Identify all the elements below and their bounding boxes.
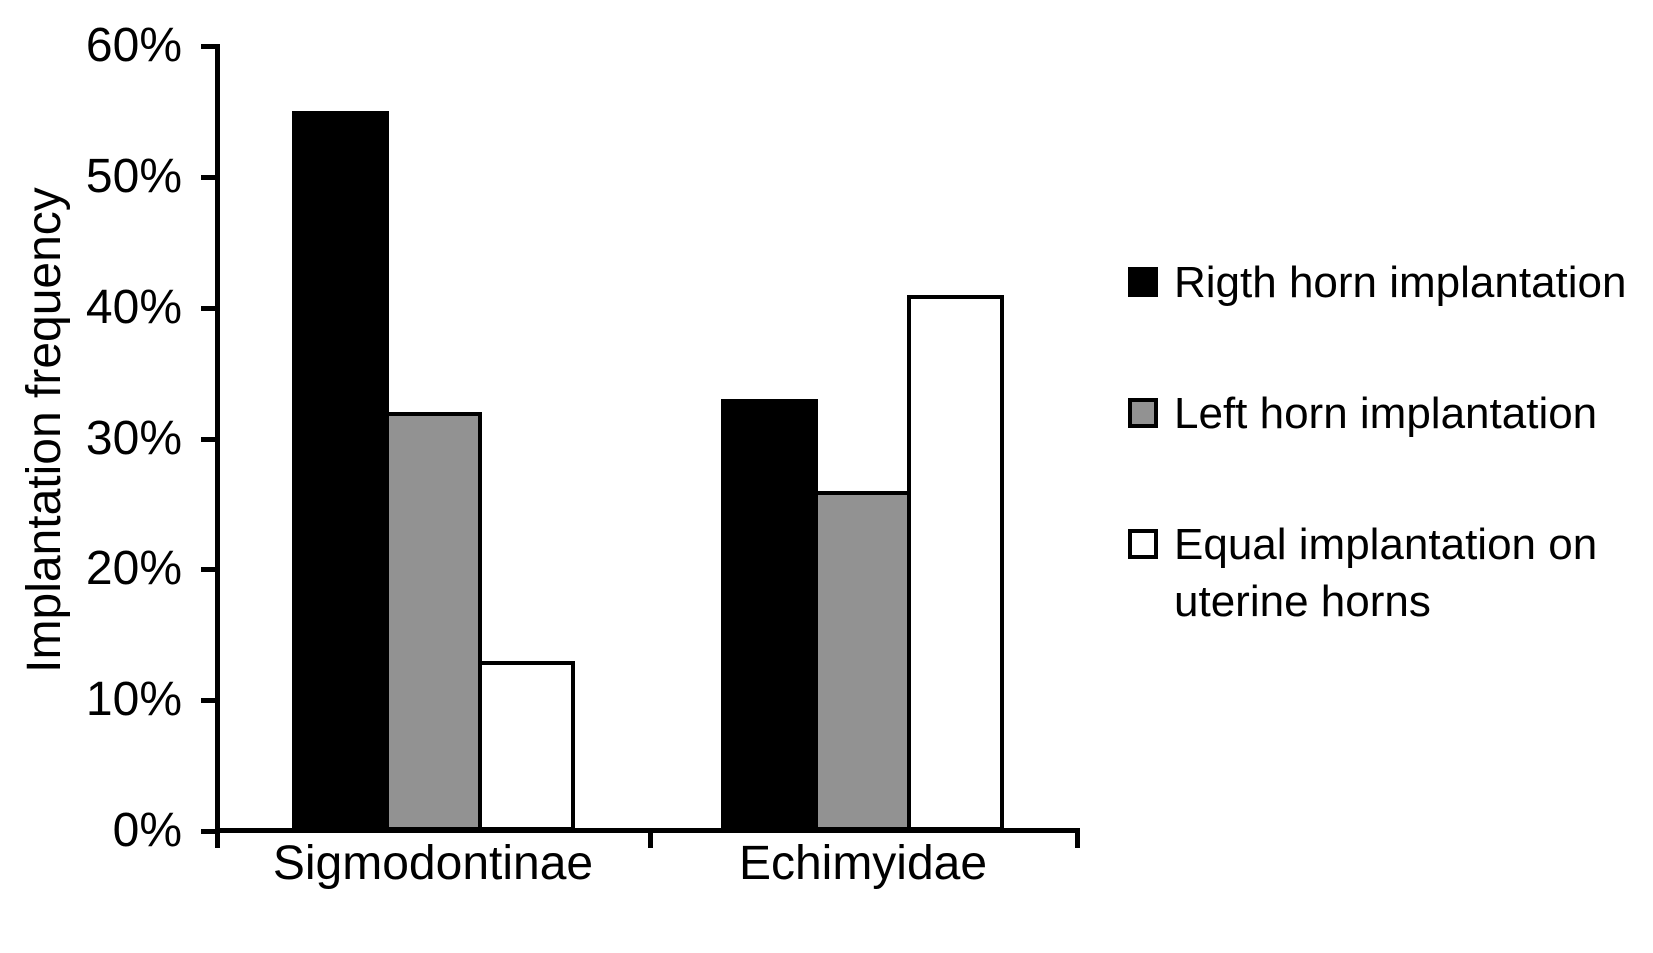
y-tick-label-40%: 40%: [85, 281, 182, 334]
y-tick-label-0%: 0%: [112, 804, 182, 857]
y-tick-40%: [201, 306, 216, 311]
legend-label-right-horn: Rigth horn implantation: [1174, 258, 1627, 307]
category-label-echimyidae: Echimyidae: [738, 837, 988, 890]
x-axis-line: [215, 828, 1079, 833]
bar-sigmodontinae-series2: [478, 661, 575, 831]
legend-item-equal-implantation: Equal implantation on uterine horns: [1128, 516, 1597, 630]
y-tick-label-20%: 20%: [85, 542, 182, 595]
legend-label-equal-line1: Equal implantation on: [1174, 520, 1598, 569]
y-tick-label-60%: 60%: [85, 19, 182, 72]
y-axis-line: [215, 44, 220, 848]
bar-echimyidae-series2: [907, 295, 1004, 831]
x-tick-1: [1075, 828, 1080, 848]
x-tick-0: [648, 828, 653, 848]
category-label-sigmodontinae: Sigmodontinae: [272, 837, 594, 890]
y-tick-0%: [201, 829, 216, 834]
y-tick-label-10%: 10%: [85, 673, 182, 726]
y-tick-label-30%: 30%: [85, 412, 182, 465]
gray-square-swatch-icon: [1128, 398, 1158, 428]
bar-echimyidae-series0: [721, 399, 818, 831]
black-square-swatch-icon: [1128, 267, 1158, 297]
y-tick-20%: [201, 567, 216, 572]
y-tick-10%: [201, 698, 216, 703]
white-square-swatch-icon: [1128, 529, 1158, 559]
bar-sigmodontinae-series0: [292, 111, 389, 831]
y-tick-60%: [201, 44, 216, 49]
legend-item-right-horn: Rigth horn implantation: [1128, 254, 1626, 311]
y-tick-50%: [201, 175, 216, 180]
y-tick-label-50%: 50%: [85, 150, 182, 203]
legend-item-left-horn: Left horn implantation: [1128, 385, 1597, 442]
bar-sigmodontinae-series1: [385, 412, 482, 831]
y-tick-30%: [201, 437, 216, 442]
bar-echimyidae-series1: [814, 491, 911, 831]
legend-label-equal-line2: uterine horns: [1174, 577, 1431, 626]
legend-label-left-horn: Left horn implantation: [1174, 389, 1598, 438]
